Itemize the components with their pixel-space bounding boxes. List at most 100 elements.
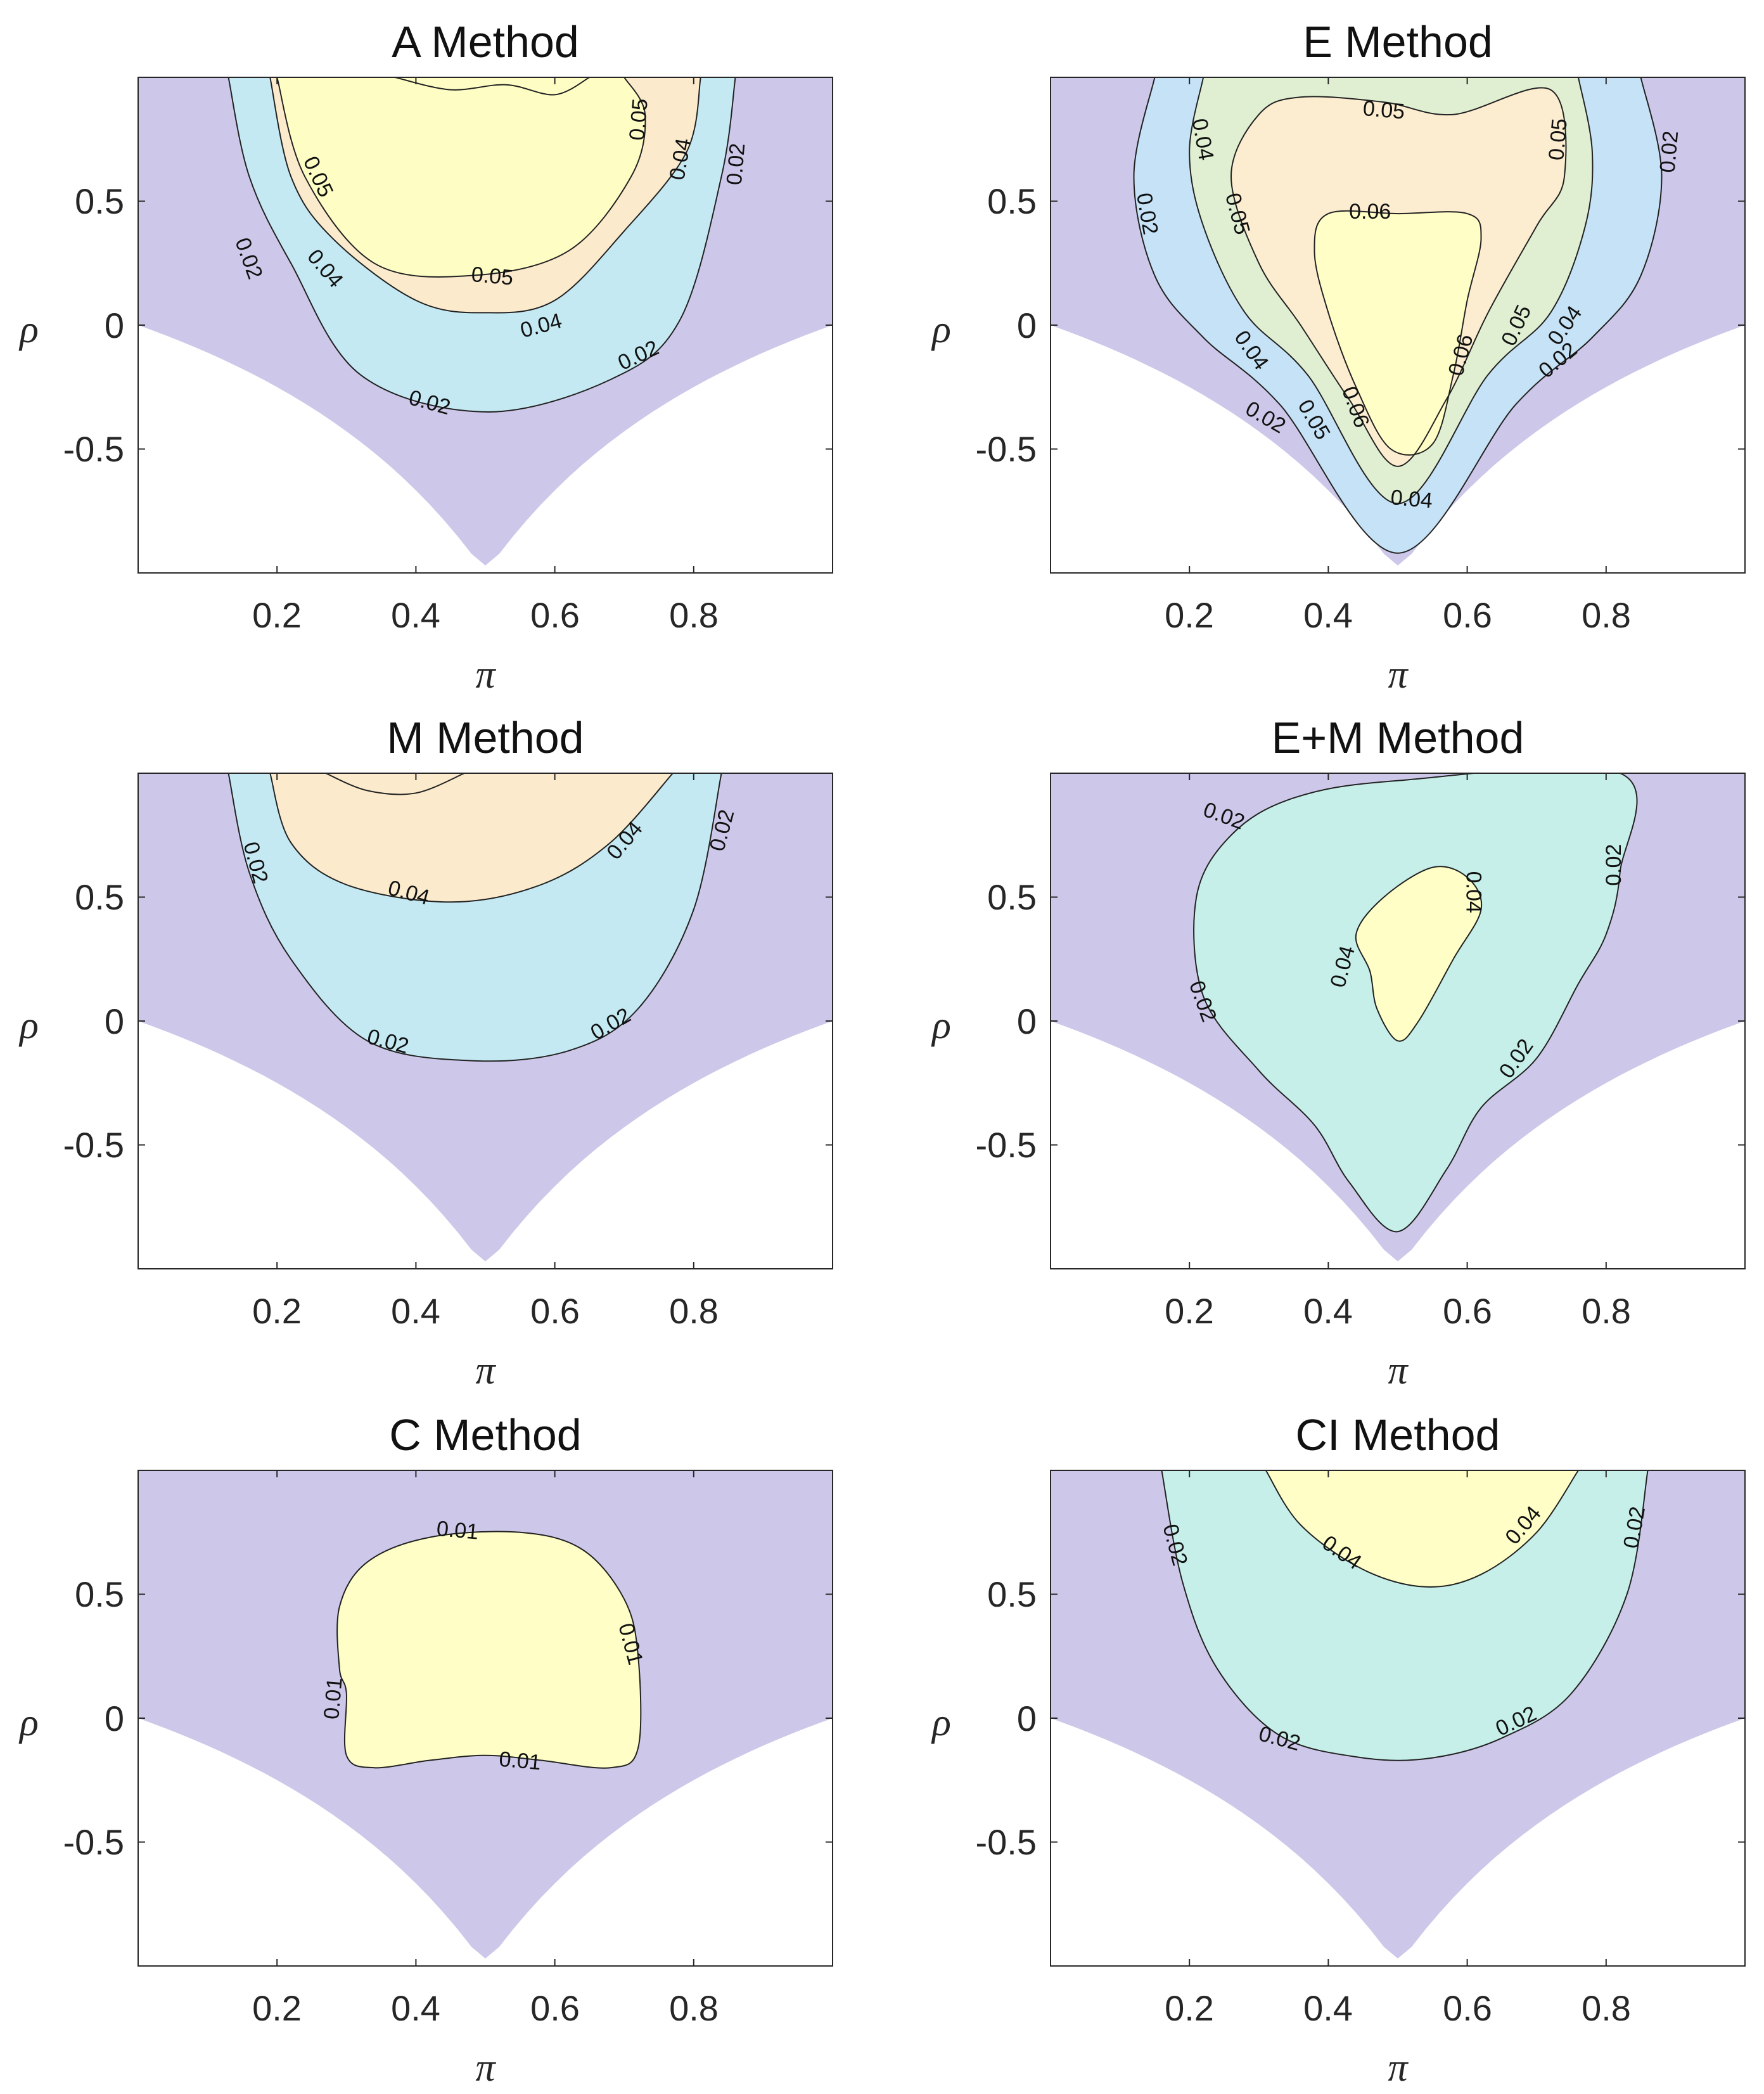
y-tick-label: -0.5 (976, 1822, 1037, 1862)
x-axis-label: π (1388, 1349, 1409, 1392)
contour-label-group: 0.04 (1390, 485, 1433, 513)
contour-line-0.05 (325, 773, 465, 795)
x-axis-label: π (1388, 653, 1409, 697)
panel-title: M Method (387, 713, 584, 762)
contour-label: 0.06 (1349, 200, 1391, 224)
y-tick-label: 0.5 (75, 877, 124, 917)
y-tick-label: 0.5 (75, 181, 124, 221)
x-tick-label: 0.8 (669, 595, 719, 635)
contour-label: 0.05 (1544, 117, 1572, 161)
x-tick-label: 0.2 (1165, 1291, 1214, 1331)
x-tick-label: 0.4 (391, 1988, 440, 2028)
ticks (138, 77, 833, 573)
contour-label: 0.02 (1656, 130, 1684, 174)
x-tick-label: 0.6 (1443, 1291, 1492, 1331)
contour-label-group: 0.05 (470, 262, 514, 290)
panel-a-method: A Method 0.020.020.020.020.040.040.040.0… (18, 17, 833, 697)
contour-label: 0.04 (1390, 485, 1433, 513)
panel-title: A Method (392, 17, 579, 67)
y-tick-label: 0 (1017, 1699, 1037, 1738)
y-axis-label: ρ (931, 1004, 951, 1047)
y-axis-label: ρ (18, 308, 39, 351)
contour-line-0.02 (1133, 77, 1663, 554)
contour-label-group: 0.05 (625, 98, 653, 141)
x-tick-label: 0.4 (1303, 1291, 1353, 1331)
contour-line-0.02 (1193, 773, 1638, 1233)
y-tick-label: 0 (105, 1699, 124, 1738)
y-tick-label: 0.5 (987, 181, 1037, 221)
contour-fill-0.01 (337, 1531, 641, 1768)
x-axis-label: π (475, 653, 496, 697)
ticks (1051, 1470, 1745, 1966)
x-tick-label: 0.8 (1582, 595, 1631, 635)
panel-title: C Method (389, 1410, 581, 1460)
contour-fill-0.06 (395, 77, 590, 95)
y-tick-label: 0.5 (75, 1574, 124, 1614)
contour-line-0.06 (395, 77, 590, 96)
contour-label-group: 0.02 (722, 142, 750, 186)
contour-line-0.05 (1230, 87, 1567, 467)
panel-c-method: C Method 0.010.010.010.01 0.2 0.4 0.6 0.… (18, 1410, 833, 2090)
contour-fill-0.05 (277, 77, 646, 277)
x-axis-label: π (475, 1349, 496, 1392)
y-tick-label: 0 (105, 1001, 124, 1041)
contour-label: 0.01 (435, 1517, 479, 1545)
y-tick-label: -0.5 (63, 429, 125, 469)
panel-ci-method: CI Method 0.020.02 0.020.020.040.04 0.2 0… (931, 1410, 1746, 2090)
y-tick-label: -0.5 (976, 1125, 1037, 1165)
contour-label-group: 0.02 (1602, 844, 1626, 886)
contour-label: 0.05 (1362, 96, 1405, 124)
panel-title: CI Method (1296, 1410, 1500, 1460)
contour-line-0.04 (1189, 77, 1594, 504)
panel-title: E+M Method (1272, 713, 1524, 762)
x-tick-label: 0.8 (1582, 1291, 1631, 1331)
x-tick-label: 0.4 (391, 595, 440, 635)
contour-label: 0.01 (498, 1747, 542, 1775)
plot-area: 0.020.020.020.020.040.040.040.040.050.05… (1051, 77, 1745, 566)
y-tick-label: 0.5 (987, 877, 1037, 917)
x-tick-label: 0.4 (1303, 1988, 1353, 2028)
contour-line-0.04 (1265, 1470, 1579, 1588)
y-axis-label: ρ (18, 1701, 39, 1744)
x-tick-label: 0.8 (1582, 1988, 1631, 2028)
contour-line-0.04 (269, 773, 674, 903)
y-tick-label: 0 (1017, 1001, 1037, 1041)
x-tick-label: 0.2 (1165, 1988, 1214, 2028)
contour-label-group: 0.01 (319, 1676, 347, 1720)
contour-label: 0.01 (319, 1676, 347, 1720)
contour-fill-0.04 (1265, 1470, 1578, 1587)
contour-label: 0.02 (722, 142, 750, 186)
y-tick-label: -0.5 (63, 1125, 125, 1165)
panel-e-method: E Method 0.020.020.020.020.040.040.040.0… (931, 17, 1746, 697)
contour-line-0.05 (276, 77, 646, 278)
x-tick-label: 0.4 (391, 1291, 440, 1331)
y-axis-label: ρ (18, 1004, 39, 1047)
contour-label-group: 0.04 (1462, 871, 1486, 913)
contour-label-group: 0.05 (1544, 117, 1572, 161)
x-axis-label: π (1388, 2046, 1409, 2090)
x-tick-label: 0.2 (252, 1988, 302, 2028)
ticks (138, 773, 833, 1269)
x-tick-label: 0.6 (530, 595, 580, 635)
x-tick-label: 0.2 (252, 1291, 302, 1331)
ticks (138, 1470, 833, 1966)
x-tick-label: 0.6 (1443, 1988, 1492, 2028)
x-tick-label: 0.8 (669, 1988, 719, 2028)
contour-line-0.02 (227, 77, 736, 413)
panel-title: E Method (1303, 17, 1493, 67)
x-tick-label: 0.6 (530, 1988, 580, 2028)
contour-label-group: 0.01 (498, 1747, 542, 1775)
contour-label: 0.05 (625, 98, 653, 141)
contour-label: 0.05 (470, 262, 514, 290)
y-tick-label: 0 (1017, 305, 1037, 345)
contour-line-0.02 (227, 773, 722, 1062)
contour-label-group: 0.02 (1656, 130, 1684, 174)
ticks (1051, 77, 1745, 573)
panel-e-m-method: E+M Method 0.020.020.020.020.040.04 0.2 … (931, 713, 1746, 1392)
x-axis-label: π (475, 2046, 496, 2090)
x-tick-label: 0.2 (252, 595, 302, 635)
x-tick-label: 0.6 (1443, 595, 1492, 635)
